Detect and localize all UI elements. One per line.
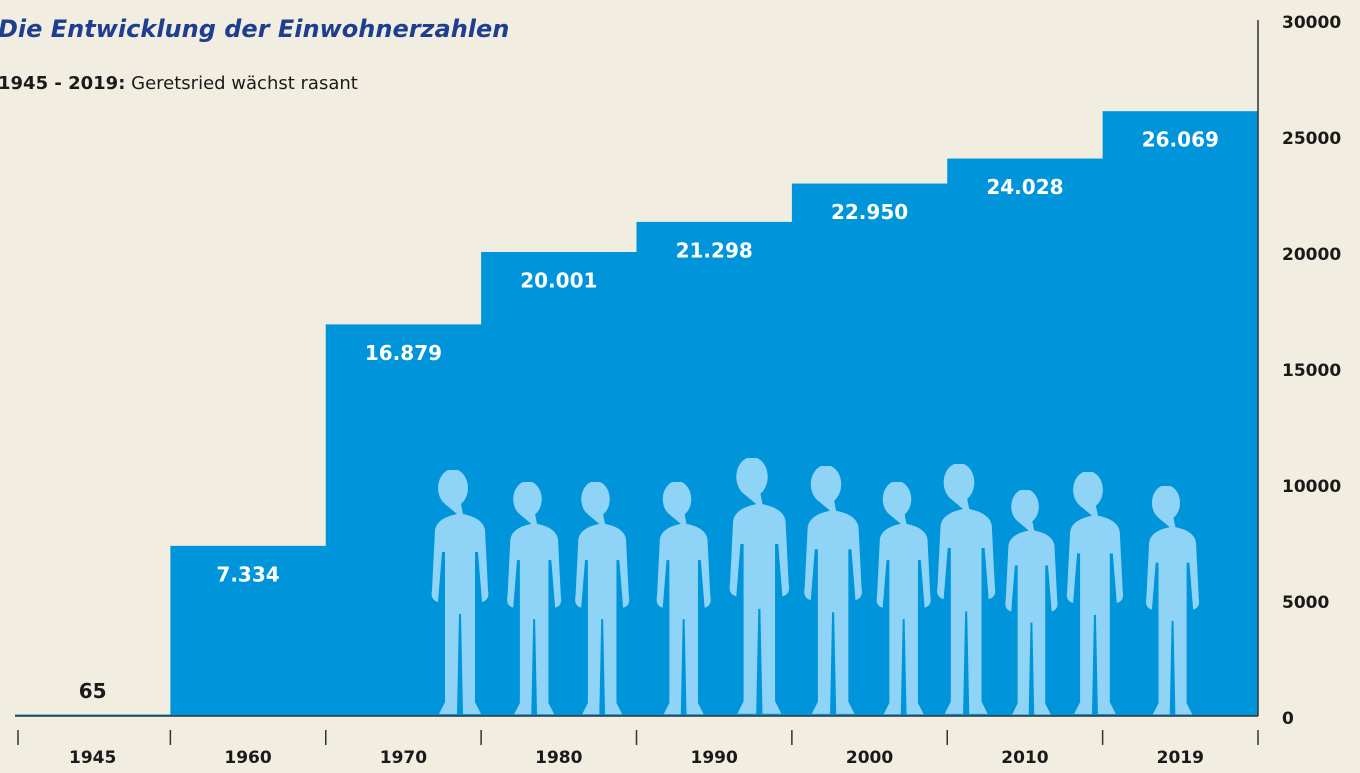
value-label: 16.879 bbox=[365, 341, 442, 365]
y-tick-label: 30000 bbox=[1282, 13, 1341, 33]
y-tick-label: 25000 bbox=[1282, 129, 1341, 149]
value-label: 24.028 bbox=[986, 175, 1063, 199]
subtitle-lead: 1945 - 2019: bbox=[0, 73, 125, 94]
x-tick-label: 1970 bbox=[380, 748, 427, 768]
x-tick-label: 2000 bbox=[846, 748, 893, 768]
y-tick-label: 10000 bbox=[1282, 477, 1341, 497]
x-tick-label: 1990 bbox=[691, 748, 738, 768]
x-tick-label: 1945 bbox=[69, 748, 116, 768]
x-tick-label: 2010 bbox=[1001, 748, 1048, 768]
x-tick-label: 2019 bbox=[1157, 748, 1204, 768]
bars bbox=[15, 111, 1259, 716]
value-label: 22.950 bbox=[831, 200, 908, 224]
subtitle-text: Geretsried wächst rasant bbox=[131, 73, 358, 94]
x-tick-label: 1980 bbox=[535, 748, 582, 768]
subtitle: 1945 - 2019: Geretsried wächst rasant bbox=[0, 73, 358, 94]
y-tick-label: 5000 bbox=[1282, 593, 1329, 613]
bar bbox=[792, 184, 948, 716]
chart-title: Die Entwicklung der Einwohnerzahlen bbox=[0, 15, 509, 43]
chart: Die Entwicklung der Einwohnerzahlen 1945… bbox=[0, 0, 1360, 773]
value-label: 7.334 bbox=[216, 562, 279, 586]
y-tick-label: 15000 bbox=[1282, 361, 1341, 381]
y-tick-label: 20000 bbox=[1282, 245, 1341, 265]
value-label: 21.298 bbox=[676, 238, 753, 262]
x-tick-label: 1960 bbox=[224, 748, 271, 768]
value-label: 26.069 bbox=[1142, 128, 1219, 152]
value-label: 65 bbox=[79, 679, 107, 703]
y-tick-label: 0 bbox=[1282, 709, 1294, 729]
value-label: 20.001 bbox=[520, 268, 597, 292]
